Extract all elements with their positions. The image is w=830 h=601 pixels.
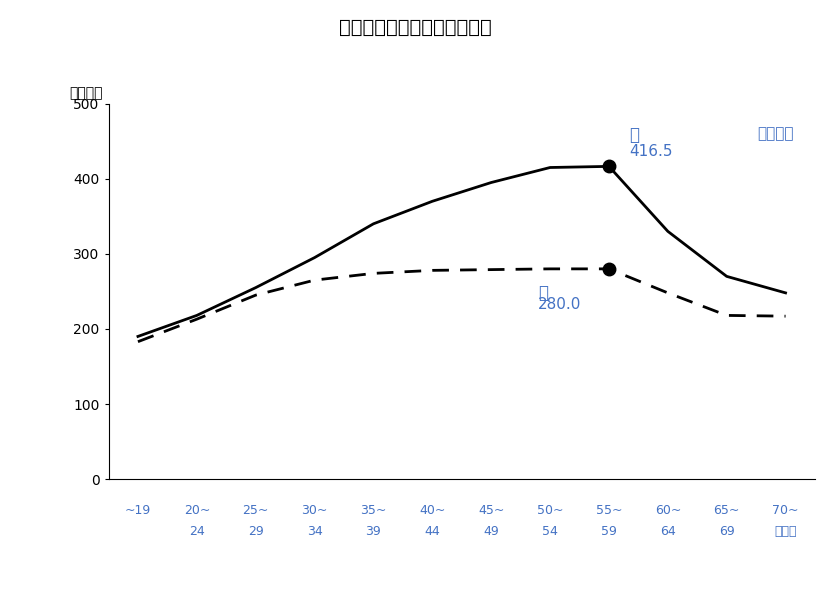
Text: 29: 29 — [248, 525, 264, 538]
Text: ~19: ~19 — [124, 504, 151, 517]
Text: 39: 39 — [365, 525, 381, 538]
Text: 24: 24 — [189, 525, 205, 538]
Text: 20~: 20~ — [183, 504, 210, 517]
Text: 55~: 55~ — [596, 504, 622, 517]
Text: 59: 59 — [601, 525, 617, 538]
Text: 49: 49 — [483, 525, 499, 538]
Text: 64: 64 — [660, 525, 676, 538]
Text: 70~: 70~ — [772, 504, 798, 517]
Text: 416.5: 416.5 — [629, 144, 673, 159]
Text: 54: 54 — [542, 525, 558, 538]
Text: 令和４年: 令和４年 — [757, 126, 793, 141]
Text: 34: 34 — [307, 525, 322, 538]
Text: 69: 69 — [719, 525, 735, 538]
Text: 女: 女 — [539, 284, 549, 302]
Text: 45~: 45~ — [478, 504, 505, 517]
Text: 65~: 65~ — [714, 504, 740, 517]
Text: 50~: 50~ — [537, 504, 564, 517]
Text: 280.0: 280.0 — [539, 297, 582, 312]
Text: 第２図　性、年齢階級別賃金: 第２図 性、年齢階級別賃金 — [339, 18, 491, 37]
Text: （歳）: （歳） — [774, 525, 797, 538]
Text: 40~: 40~ — [419, 504, 446, 517]
Text: 35~: 35~ — [360, 504, 387, 517]
Text: （千円）: （千円） — [70, 86, 103, 100]
Text: 男: 男 — [629, 126, 640, 144]
Text: 25~: 25~ — [242, 504, 269, 517]
Text: 30~: 30~ — [301, 504, 328, 517]
Text: 44: 44 — [424, 525, 440, 538]
Text: 60~: 60~ — [655, 504, 681, 517]
